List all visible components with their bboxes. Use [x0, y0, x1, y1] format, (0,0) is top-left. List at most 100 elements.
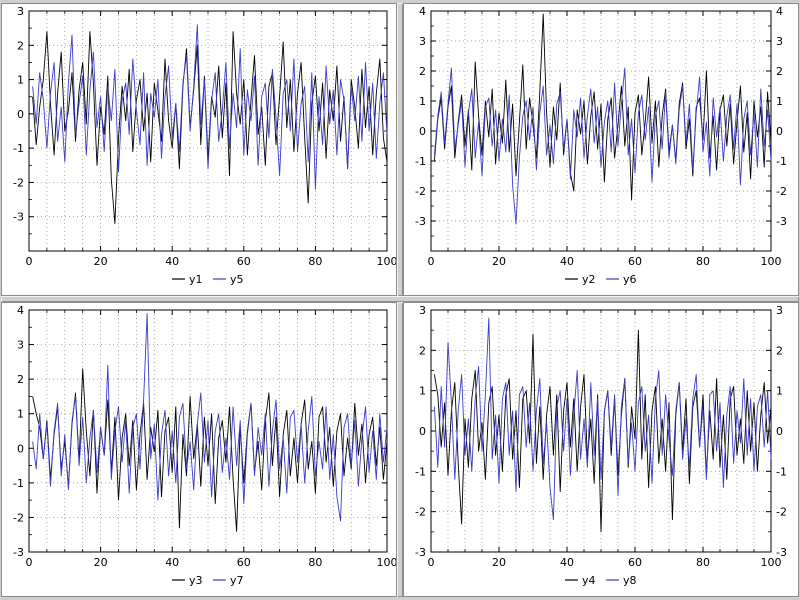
x-tick-label: 60 [628, 255, 642, 268]
chart-panel-1: 0 20 40 60 80 100 3 2 1 0 -1 -2 -3 y1 y5 [1, 3, 397, 296]
x-tick-label: 0 [428, 556, 435, 569]
y-tick-label-right: 3 [776, 304, 783, 317]
legend-label-y8: y8 [623, 574, 637, 587]
grid [431, 11, 771, 251]
y-tick-label-right: -3 [776, 546, 787, 559]
y-tick-label: -2 [13, 511, 24, 524]
y-tick-label: 2 [419, 65, 426, 78]
x-tick-label: 80 [696, 556, 710, 569]
y-tick-label-right: -2 [776, 506, 787, 519]
x-tick-label: 0 [428, 255, 435, 268]
legend-label-y3: y3 [189, 574, 203, 587]
legend-label-y7: y7 [230, 574, 244, 587]
y-tick-label-right: 2 [776, 344, 783, 357]
y-tick-label-right: -1 [776, 465, 787, 478]
y-tick-label: 0 [17, 442, 24, 455]
y-tick-label: -2 [415, 185, 426, 198]
legend-label-y2: y2 [582, 273, 596, 286]
chart-panel-2: 0 20 40 60 80 100 4 4 3 3 2 2 1 1 0 0 -1 -1 -2 -2 -3 -3 y2 y6 [403, 3, 799, 296]
splitter-vertical-top[interactable] [397, 3, 403, 296]
y-tick-label: -2 [415, 506, 426, 519]
series-line-y6 [433, 67, 772, 225]
series-line-y4 [433, 329, 772, 533]
y-tick-label-right: -2 [776, 185, 787, 198]
legend-label-y6: y6 [623, 273, 637, 286]
y-tick-label: -1 [13, 477, 24, 490]
y-tick-label-right: 4 [776, 5, 783, 18]
y-tick-label: -1 [415, 155, 426, 168]
y-tick-label: -1 [415, 465, 426, 478]
y-tick-label: 1 [17, 74, 24, 87]
y-tick-label: 3 [17, 339, 24, 352]
legend-label-y5: y5 [230, 273, 244, 286]
y-tick-label: 0 [419, 425, 426, 438]
y-tick-label: -1 [13, 142, 24, 155]
series-line-y2 [433, 13, 772, 201]
y-tick-label: 4 [419, 5, 426, 18]
x-tick-label: 0 [26, 556, 33, 569]
y-tick-label: 2 [17, 39, 24, 52]
y-tick-label: -2 [13, 176, 24, 189]
legend: y4 y8 [565, 574, 637, 587]
y-tick-label-right: 0 [776, 425, 783, 438]
x-tick-label: 40 [560, 556, 574, 569]
y-tick-label-right: -3 [776, 215, 787, 228]
axis-ticks [28, 309, 388, 553]
y-tick-label: 3 [17, 5, 24, 18]
chart-panel-4: 0 20 40 60 80 100 3 3 2 2 1 1 0 0 -1 -1 -2 -2 -3 -3 y4 y8 [403, 302, 799, 597]
grid [29, 310, 387, 552]
legend-label-y1: y1 [189, 273, 203, 286]
axis-tick-labels: 0 20 40 60 80 100 4 3 2 1 0 -1 -2 -3 [13, 304, 396, 569]
y-tick-label-right: 2 [776, 65, 783, 78]
y-tick-label-right: 1 [776, 385, 783, 398]
y-tick-label: 1 [419, 95, 426, 108]
x-tick-label: 60 [237, 255, 251, 268]
axis-tick-labels: 0 20 40 60 80 100 3 2 1 0 -1 -2 -3 [13, 5, 396, 268]
y-tick-label: 4 [17, 304, 24, 317]
axis-ticks [28, 10, 388, 252]
y-tick-label: -3 [13, 211, 24, 224]
x-tick-label: 80 [696, 255, 710, 268]
x-tick-label: 40 [560, 255, 574, 268]
legend: y2 y6 [565, 273, 637, 286]
x-tick-label: 80 [308, 556, 322, 569]
x-tick-label: 80 [308, 255, 322, 268]
legend-label-y4: y4 [582, 574, 596, 587]
y-tick-label: 0 [17, 108, 24, 121]
y-tick-label-right: 0 [776, 125, 783, 138]
y-tick-label: 2 [17, 373, 24, 386]
x-tick-label: 20 [492, 255, 506, 268]
x-tick-label: 20 [94, 255, 108, 268]
x-tick-label: 100 [377, 556, 397, 569]
y-tick-label: 3 [419, 35, 426, 48]
splitter-vertical-bottom[interactable] [397, 302, 403, 597]
series-line-y7 [32, 313, 388, 522]
y-tick-label: 0 [419, 125, 426, 138]
y-tick-label: -3 [415, 215, 426, 228]
chart-canvas-3[interactable]: 0 20 40 60 80 100 4 3 2 1 0 -1 -2 -3 y3 y7 [2, 303, 396, 596]
y-tick-label: 1 [17, 408, 24, 421]
series-line-y8 [433, 317, 772, 521]
x-tick-label: 60 [628, 556, 642, 569]
axis-ticks [430, 309, 772, 553]
y-tick-label: -3 [13, 546, 24, 559]
x-tick-label: 40 [165, 255, 179, 268]
axis-ticks [430, 10, 772, 252]
y-tick-label-right: -1 [776, 155, 787, 168]
y-tick-label-right: 3 [776, 35, 783, 48]
y-tick-label: 2 [419, 344, 426, 357]
legend: y1 y5 [172, 273, 244, 286]
chart-canvas-1[interactable]: 0 20 40 60 80 100 3 2 1 0 -1 -2 -3 y1 y5 [2, 4, 396, 295]
grid [29, 11, 387, 251]
y-tick-label: 3 [419, 304, 426, 317]
x-tick-label: 20 [94, 556, 108, 569]
splitter-horizontal[interactable] [1, 296, 799, 302]
x-tick-label: 40 [165, 556, 179, 569]
x-tick-label: 0 [26, 255, 33, 268]
x-tick-label: 20 [492, 556, 506, 569]
x-tick-label: 100 [377, 255, 397, 268]
